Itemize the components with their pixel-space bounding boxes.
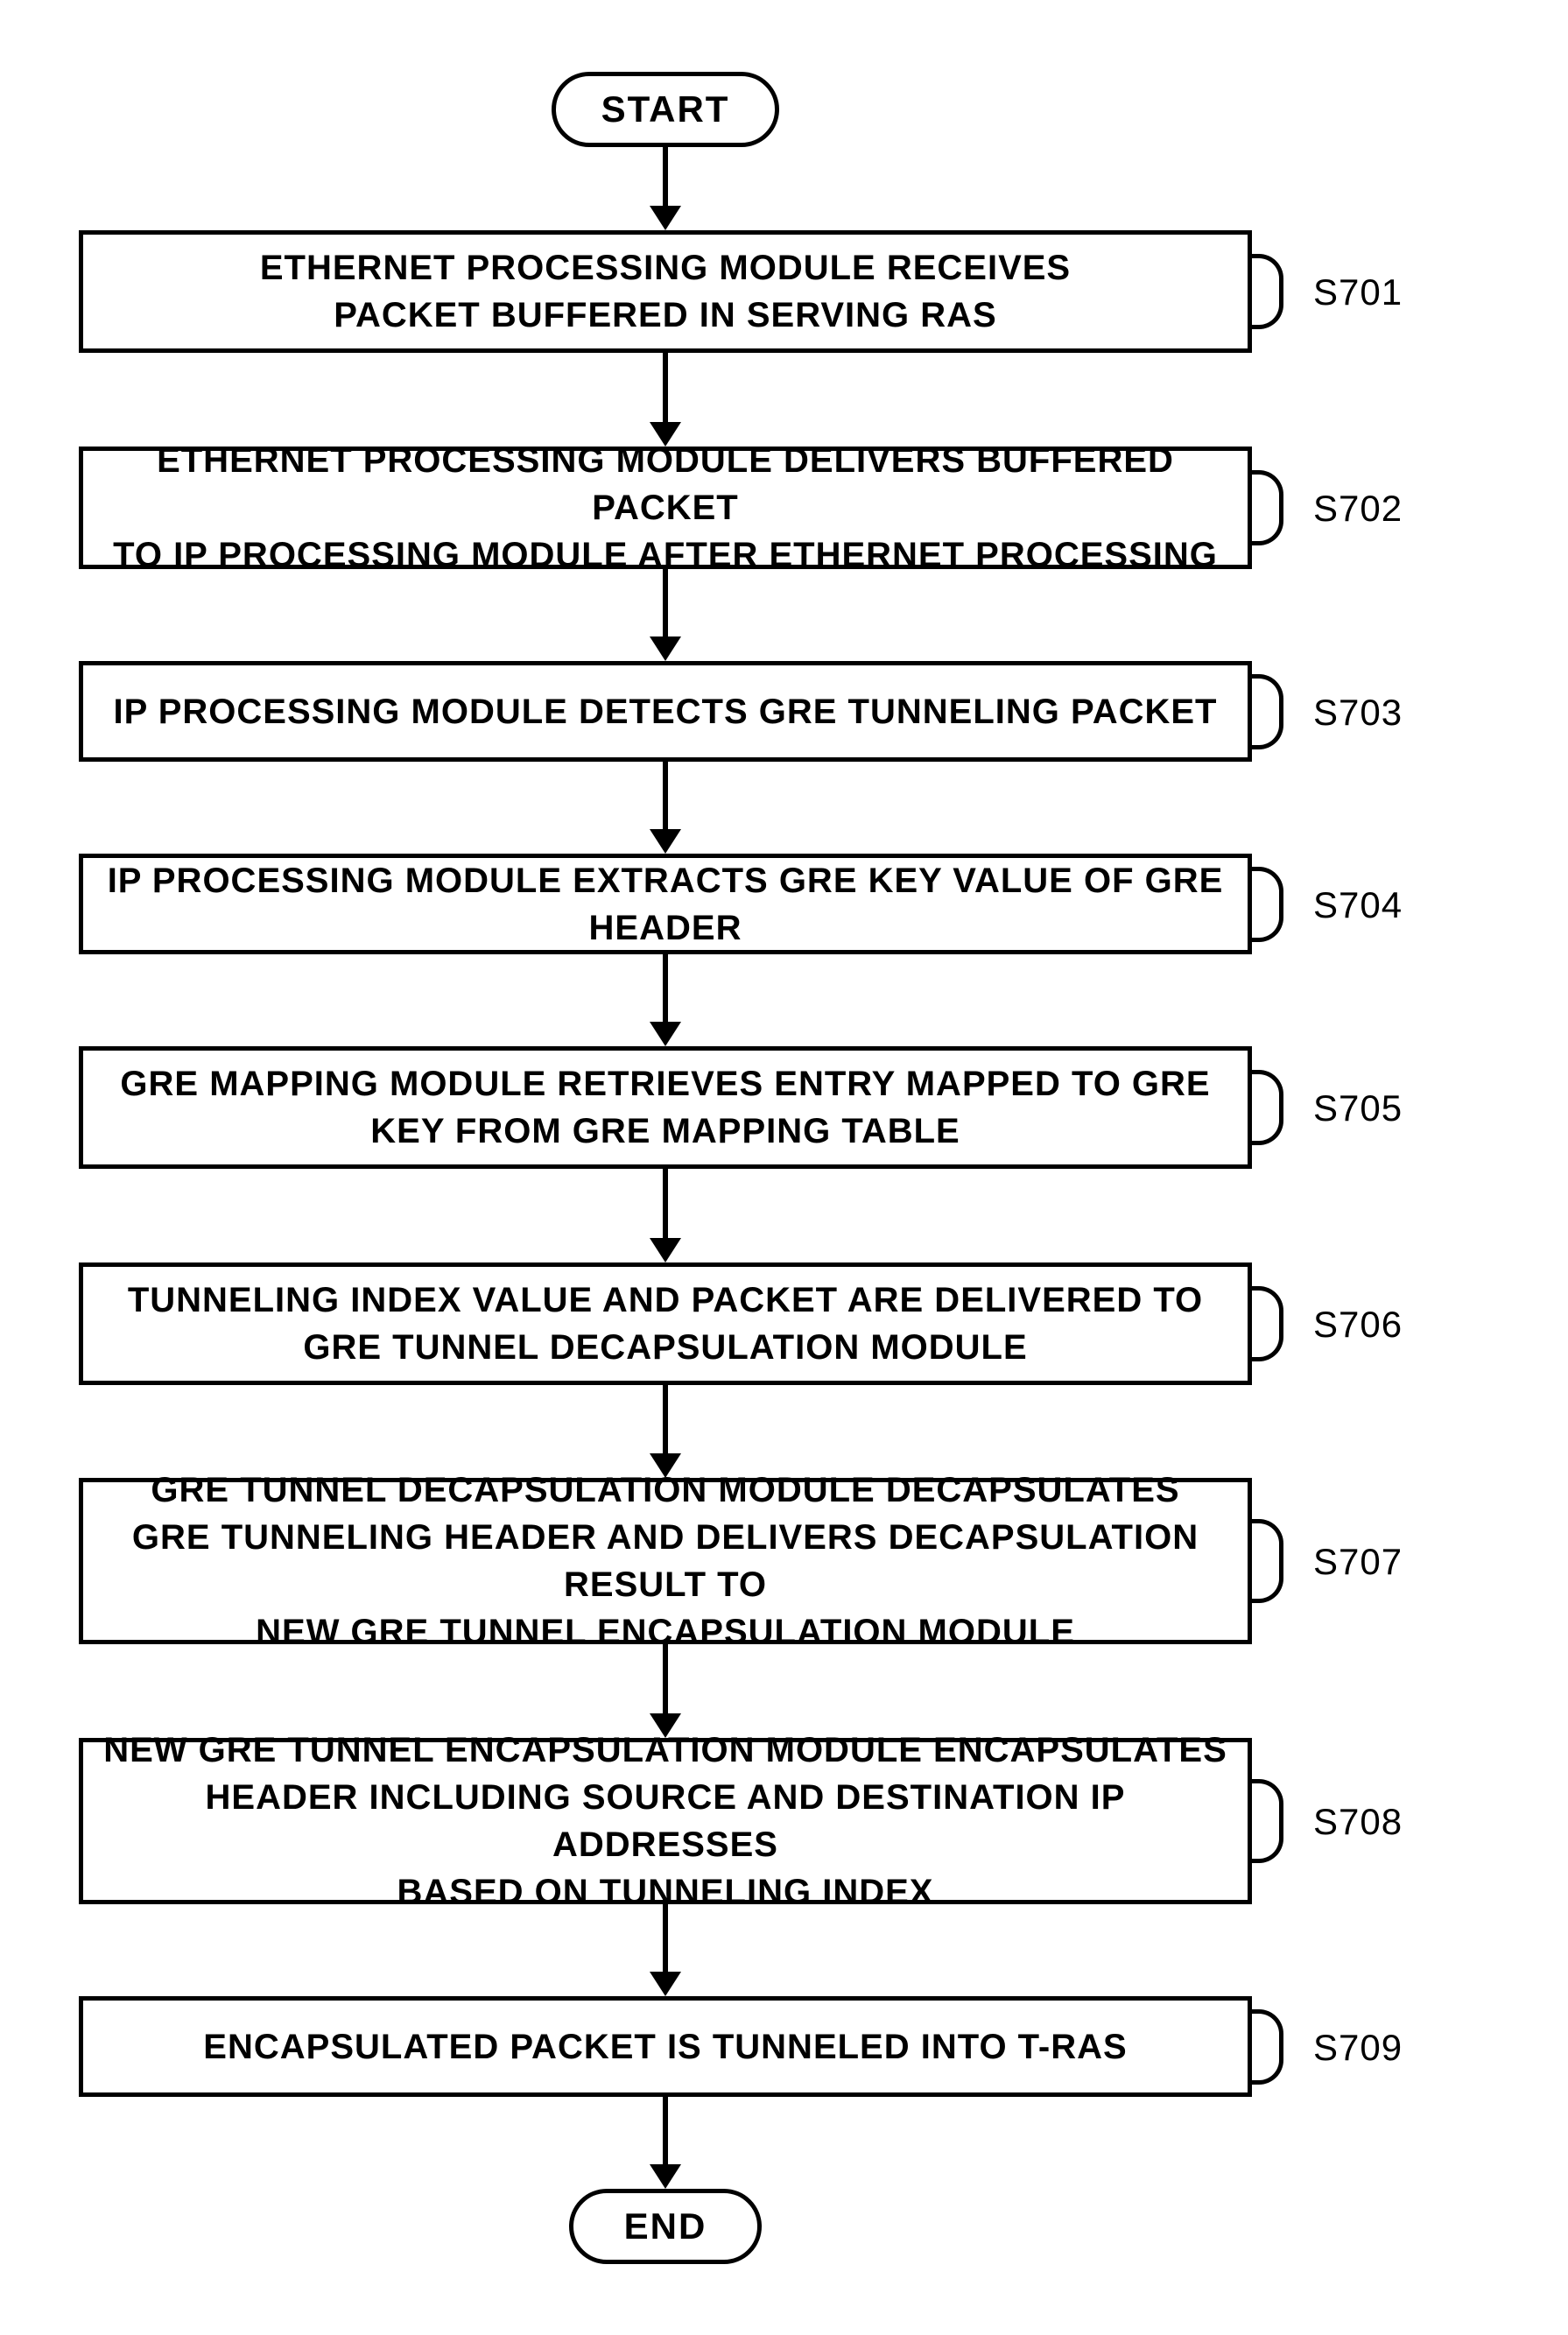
step-text: NEW GRE TUNNEL ENCAPSULATION MODULE ENCA… [101,1727,1230,1916]
connector [663,1385,668,1457]
step-text: ETHERNET PROCESSING MODULE DELIVERS BUFF… [101,437,1230,579]
connector [663,353,668,425]
step-brace [1252,2009,1283,2085]
step-s701: ETHERNET PROCESSING MODULE RECEIVES PACK… [79,230,1252,353]
connector [663,2097,668,2167]
step-brace [1252,674,1283,749]
step-label-s705: S705 [1313,1087,1403,1129]
step-brace [1252,254,1283,329]
connector [663,954,668,1024]
step-brace [1252,867,1283,942]
step-brace [1252,1070,1283,1145]
step-s707: GRE TUNNEL DECAPSULATION MODULE DECAPSUL… [79,1478,1252,1644]
arrowhead [650,829,681,854]
step-brace [1252,1519,1283,1603]
connector [663,762,668,832]
terminal-end: END [569,2189,762,2264]
arrowhead [650,206,681,230]
step-s704: IP PROCESSING MODULE EXTRACTS GRE KEY VA… [79,854,1252,954]
terminal-start-text: START [601,88,730,130]
step-text: IP PROCESSING MODULE DETECTS GRE TUNNELI… [114,688,1218,735]
connector [663,1904,668,1974]
terminal-start: START [552,72,779,147]
step-text: TUNNELING INDEX VALUE AND PACKET ARE DEL… [128,1277,1203,1371]
step-text: GRE TUNNEL DECAPSULATION MODULE DECAPSUL… [101,1466,1230,1656]
step-label-s702: S702 [1313,488,1403,530]
connector [663,1644,668,1716]
step-s708: NEW GRE TUNNEL ENCAPSULATION MODULE ENCA… [79,1738,1252,1904]
step-label-s708: S708 [1313,1801,1403,1843]
step-label-s703: S703 [1313,692,1403,734]
connector [663,569,668,639]
terminal-end-text: END [624,2205,707,2247]
flowchart-canvas: START ETHERNET PROCESSING MODULE RECEIVE… [0,0,1568,2335]
step-label-s704: S704 [1313,884,1403,926]
arrowhead [650,1972,681,1996]
step-text: GRE MAPPING MODULE RETRIEVES ENTRY MAPPE… [120,1060,1210,1155]
step-s709: ENCAPSULATED PACKET IS TUNNELED INTO T-R… [79,1996,1252,2097]
step-label-s706: S706 [1313,1304,1403,1346]
step-brace [1252,1286,1283,1361]
connector [663,147,668,208]
step-s706: TUNNELING INDEX VALUE AND PACKET ARE DEL… [79,1262,1252,1385]
step-text: ETHERNET PROCESSING MODULE RECEIVES PACK… [260,244,1071,339]
arrowhead [650,1238,681,1262]
step-s703: IP PROCESSING MODULE DETECTS GRE TUNNELI… [79,661,1252,762]
arrowhead [650,636,681,661]
arrowhead [650,1022,681,1046]
arrowhead [650,2164,681,2189]
step-s702: ETHERNET PROCESSING MODULE DELIVERS BUFF… [79,447,1252,569]
step-label-s707: S707 [1313,1541,1403,1583]
step-text: IP PROCESSING MODULE EXTRACTS GRE KEY VA… [101,857,1230,952]
connector [663,1169,668,1241]
step-brace [1252,1779,1283,1863]
step-label-s709: S709 [1313,2027,1403,2069]
step-text: ENCAPSULATED PACKET IS TUNNELED INTO T-R… [203,2023,1127,2071]
step-brace [1252,470,1283,545]
step-label-s701: S701 [1313,271,1403,313]
step-s705: GRE MAPPING MODULE RETRIEVES ENTRY MAPPE… [79,1046,1252,1169]
